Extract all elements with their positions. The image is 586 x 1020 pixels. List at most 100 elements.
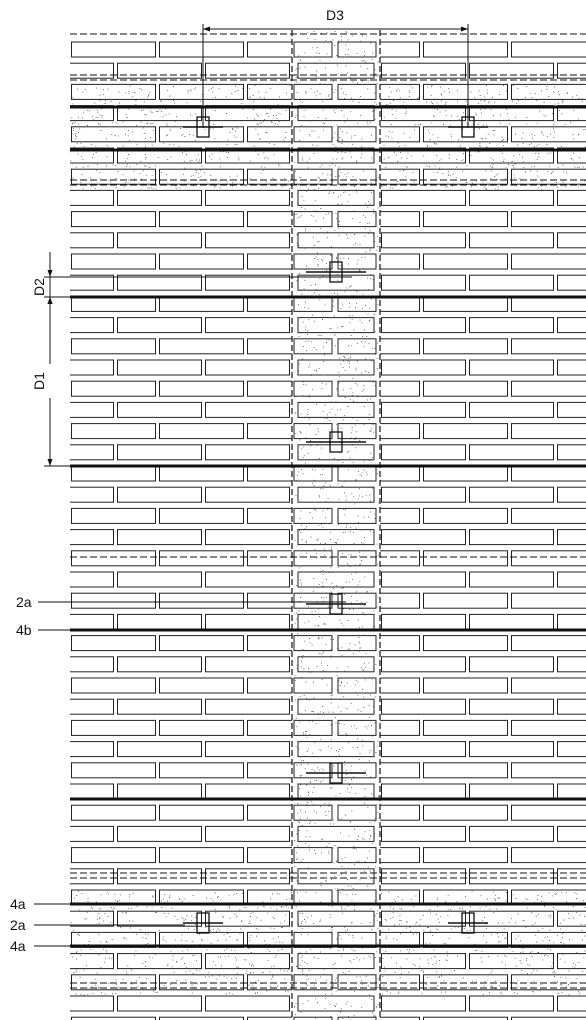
pier-brick <box>297 868 375 885</box>
brick <box>557 529 586 546</box>
anchor-plate <box>329 431 343 453</box>
brick <box>557 274 586 291</box>
brick <box>159 338 244 355</box>
brick <box>70 401 114 418</box>
brick <box>159 847 244 864</box>
grout-speckle <box>298 44 374 58</box>
brick <box>205 232 290 249</box>
brick <box>159 592 244 609</box>
grout-speckle <box>294 997 379 1010</box>
brick <box>557 741 586 758</box>
brick <box>71 677 156 694</box>
brick <box>71 295 156 312</box>
brick <box>557 147 586 164</box>
grout-speckle <box>427 85 507 99</box>
brick <box>117 868 202 885</box>
brick <box>205 868 290 885</box>
grout-speckle <box>299 450 374 464</box>
pier-brick <box>297 953 375 970</box>
pier-brick <box>337 380 377 397</box>
grout-speckle <box>294 536 378 548</box>
brick <box>381 656 466 673</box>
brick <box>70 529 114 546</box>
dimension-lines: D3 D2 D1 <box>31 7 469 467</box>
brick <box>205 444 290 461</box>
brick <box>71 253 156 270</box>
brick <box>159 1016 244 1020</box>
brick <box>511 380 586 397</box>
brick <box>381 147 466 164</box>
brick <box>423 592 508 609</box>
d3-arrow-right <box>461 26 468 32</box>
grout-speckle <box>127 954 197 968</box>
brick <box>557 359 586 376</box>
brick <box>205 401 290 418</box>
callout-2a-upper: 2a <box>16 594 32 610</box>
anchor-icon <box>306 431 366 453</box>
brick <box>423 211 508 228</box>
grout-speckle <box>295 58 379 72</box>
brick <box>423 253 508 270</box>
pier-brick <box>293 847 333 864</box>
brick <box>423 677 508 694</box>
brick <box>381 995 466 1012</box>
grout-speckle <box>294 675 376 687</box>
brick <box>423 1016 508 1020</box>
pier-brick <box>297 317 375 334</box>
brick <box>557 783 586 800</box>
brick <box>557 232 586 249</box>
brick <box>70 741 114 758</box>
brick <box>423 719 508 736</box>
brick <box>423 83 508 100</box>
grout-speckle <box>303 339 379 352</box>
grout-speckle <box>74 890 154 905</box>
brick <box>557 656 586 673</box>
pier-brick <box>293 380 333 397</box>
pier-brick <box>297 359 375 376</box>
brick <box>159 83 244 100</box>
pier-brick <box>297 995 375 1012</box>
grout-speckle <box>296 758 370 772</box>
brick <box>557 189 586 206</box>
brick <box>469 995 554 1012</box>
anchor-plate <box>329 593 343 615</box>
pier-brick <box>337 762 377 779</box>
brick <box>205 359 290 376</box>
grout-speckle <box>298 326 376 338</box>
brick <box>71 211 156 228</box>
d1-arrow-bottom <box>47 459 53 466</box>
brick <box>117 529 202 546</box>
brick <box>205 189 290 206</box>
grout-speckle <box>559 109 579 120</box>
brick <box>159 677 244 694</box>
anchor-plate <box>461 912 475 934</box>
pier-brick <box>337 41 377 58</box>
brick <box>159 423 244 440</box>
brick <box>247 1016 332 1020</box>
brick <box>381 910 466 927</box>
pier-brick <box>297 698 375 715</box>
brick <box>70 571 114 588</box>
brick <box>469 741 554 758</box>
brick <box>159 211 244 228</box>
brick <box>117 444 202 461</box>
grout-speckle <box>480 954 554 968</box>
brick <box>71 465 156 482</box>
brick <box>557 868 586 885</box>
grout-speckle <box>166 85 244 98</box>
brick <box>70 62 114 79</box>
anchor-icon <box>448 912 488 934</box>
grout-speckle <box>294 156 373 169</box>
brick <box>381 232 466 249</box>
grout-speckle <box>72 169 153 183</box>
pier-brick <box>297 571 375 588</box>
brick <box>71 804 156 821</box>
grout-speckle <box>559 954 585 968</box>
brick <box>381 317 466 334</box>
brick <box>469 189 554 206</box>
pier-brick <box>337 338 377 355</box>
brick <box>117 486 202 503</box>
grout-speckle <box>295 170 379 184</box>
brick <box>71 83 156 100</box>
